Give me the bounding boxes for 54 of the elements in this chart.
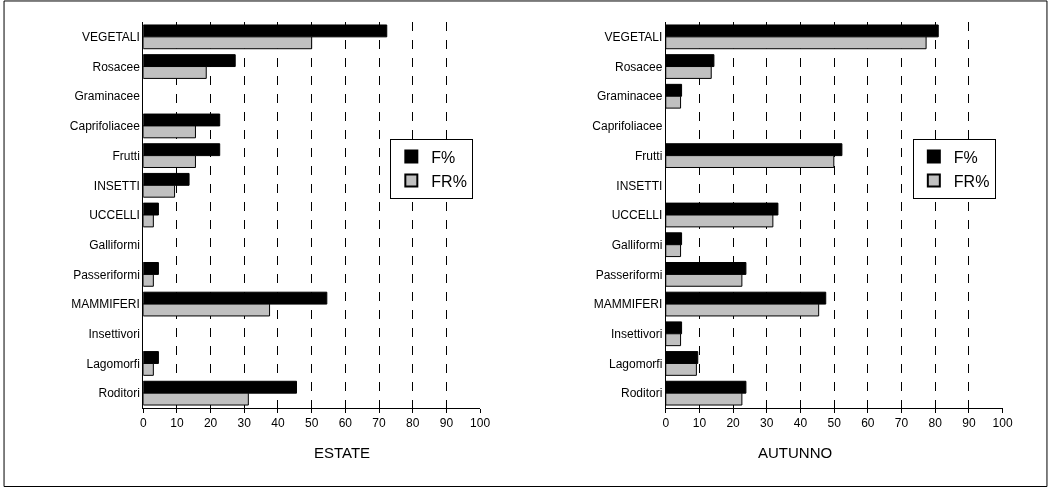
x-tick-label: 10 — [170, 416, 184, 431]
x-tick-label: 40 — [271, 416, 285, 431]
x-tick-label: 30 — [237, 416, 252, 431]
x-tick-label: 30 — [760, 416, 774, 431]
y-tick-label: Insettivori — [611, 326, 663, 341]
y-tick-label: Rosacee — [614, 59, 663, 74]
x-tick-label: 0 — [662, 416, 670, 431]
x-tick-label: 10 — [692, 416, 707, 431]
y-tick-label: INSETTI — [93, 178, 140, 193]
x-tick-label: 100 — [992, 416, 1013, 431]
y-tick-label: MAMMIFERI — [593, 297, 663, 312]
y-tick-label: Lagomorfi — [86, 356, 140, 371]
y-tick-label: Graminacee — [74, 89, 141, 104]
x-tick-label: 90 — [439, 416, 454, 431]
y-tick-label: Roditori — [621, 386, 663, 401]
x-tick-label: 100 — [470, 416, 491, 431]
x-tick-label: 50 — [827, 416, 842, 431]
x-tick-label: 90 — [962, 416, 976, 431]
y-tick-label: UCCELLI — [611, 208, 663, 223]
x-tick-label: 20 — [726, 416, 741, 431]
x-tick-label: 80 — [406, 416, 420, 431]
legend-label: FR% — [431, 172, 467, 190]
y-tick-label: Passeriformi — [595, 267, 663, 282]
x-axis-title: AUTUNNO — [758, 444, 833, 461]
x-tick-label: 70 — [894, 416, 909, 431]
x-tick-label: 60 — [861, 416, 875, 431]
x-tick-label: 70 — [372, 416, 387, 431]
y-tick-label: VEGETALI — [604, 30, 663, 45]
y-tick-label: Caprifoliacee — [69, 119, 141, 134]
x-tick-label: 80 — [928, 416, 943, 431]
legend-label: FR% — [953, 172, 990, 190]
y-tick-label: Caprifoliacee — [592, 119, 663, 134]
x-tick-label: 40 — [793, 416, 808, 431]
y-tick-label: MAMMIFERI — [71, 297, 140, 312]
x-tick-label: 20 — [203, 416, 218, 431]
y-tick-label: Passeriformi — [73, 267, 140, 282]
legend-label: F% — [431, 148, 456, 166]
y-tick-label: Frutti — [635, 148, 663, 163]
x-axis-title: ESTATE — [314, 444, 371, 461]
y-tick-label: Rosacee — [92, 59, 141, 74]
y-tick-label: Lagomorfi — [608, 356, 663, 371]
y-tick-label: Insettivori — [88, 326, 140, 341]
x-tick-label: 60 — [338, 416, 353, 431]
x-tick-label: 50 — [304, 416, 319, 431]
x-tick-label: 0 — [139, 416, 147, 431]
y-tick-label: VEGETALI — [82, 30, 140, 45]
y-tick-label: Galliformi — [611, 237, 663, 252]
legend-label: F% — [953, 148, 978, 166]
y-tick-label: Graminacee — [596, 89, 663, 104]
y-tick-label: Roditori — [98, 386, 140, 401]
y-tick-label: Galliformi — [89, 237, 140, 252]
y-tick-label: UCCELLI — [89, 208, 140, 223]
y-tick-label: Frutti — [112, 148, 140, 163]
y-tick-label: INSETTI — [616, 178, 663, 193]
